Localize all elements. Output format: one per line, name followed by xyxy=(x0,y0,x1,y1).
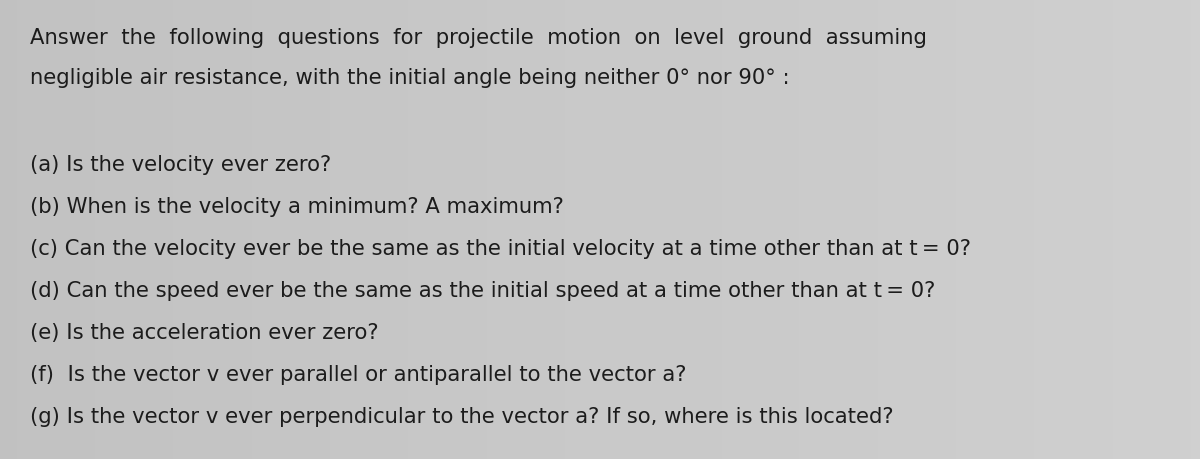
Text: Answer  the  following  questions  for  projectile  motion  on  level  ground  a: Answer the following questions for proje… xyxy=(30,28,926,48)
Text: (f)  Is the vector v ever parallel or antiparallel to the vector a?: (f) Is the vector v ever parallel or ant… xyxy=(30,365,686,385)
Text: (g) Is the vector v ever perpendicular to the vector a? If so, where is this loc: (g) Is the vector v ever perpendicular t… xyxy=(30,407,894,427)
Text: (c) Can the velocity ever be the same as the initial velocity at a time other th: (c) Can the velocity ever be the same as… xyxy=(30,239,971,259)
Text: negligible air resistance, with the initial angle being neither 0° nor 90° :: negligible air resistance, with the init… xyxy=(30,68,790,88)
Text: (d) Can the speed ever be the same as the initial speed at a time other than at : (d) Can the speed ever be the same as th… xyxy=(30,281,935,301)
Text: (a) Is the velocity ever zero?: (a) Is the velocity ever zero? xyxy=(30,155,331,175)
Text: (b) When is the velocity a minimum? A maximum?: (b) When is the velocity a minimum? A ma… xyxy=(30,197,564,217)
Text: (e) Is the acceleration ever zero?: (e) Is the acceleration ever zero? xyxy=(30,323,379,343)
